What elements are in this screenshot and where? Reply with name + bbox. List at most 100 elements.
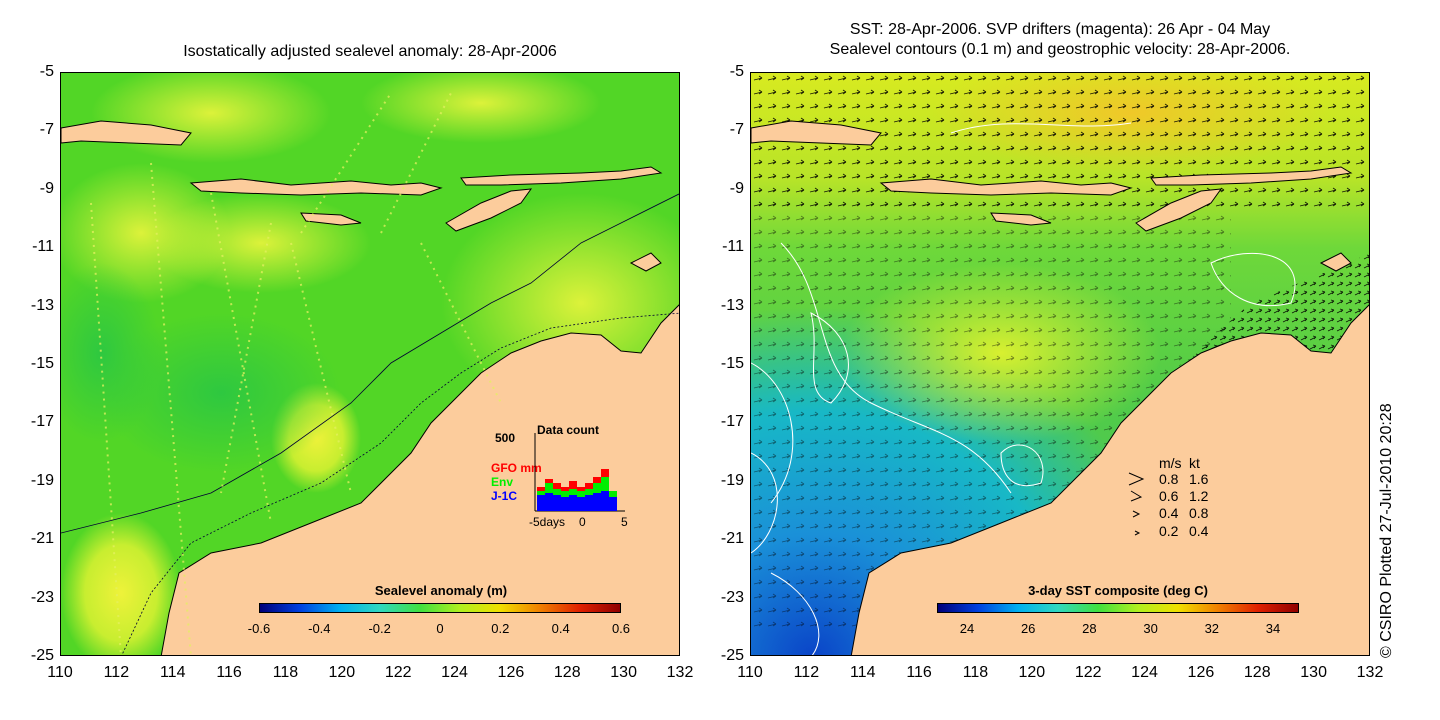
right_panel-x-tick-label: 130 [1300,664,1327,681]
left_panel-y-tick-label: -15 [30,355,54,372]
right_panel.colorbar.labels-label: 24 [959,621,975,636]
left_panel-x-tick-label: 114 [159,664,186,681]
right_panel.colorbar.labels-label: 30 [1143,621,1158,636]
velocity-legend-kt-header: kt [1189,455,1200,471]
left_panel-y-tick-label: -21 [30,530,54,548]
left_panel-y-tick-label: -17 [30,413,54,431]
left_panel.colorbar.labels-label: 0 [436,621,444,636]
right_panel-y-tick-label: -15 [720,355,744,372]
right_panel-x-tick-label: 114 [849,664,876,681]
left_panel-x-tick-label: 116 [216,664,242,681]
velocity-legend-ms-2: 0.4 [1159,505,1179,521]
right_panel-x-tick-label: 132 [1356,664,1384,681]
left_panel.colorbar.labels-label: 0.4 [551,621,570,636]
sst-island-sumbawa [879,178,1133,196]
landmass-australia [160,304,679,655]
left_panel-x-tick-label: 126 [497,664,525,681]
velocity-legend-arrows [1128,472,1145,536]
left_panel-y-tick-label: -7 [39,121,54,139]
island-sumbawa [189,178,443,196]
inset-series-j1c: J-1C [491,489,518,503]
left_panel-x-tick-label: 120 [328,664,356,681]
velocity-legend-ms-1: 0.6 [1159,488,1179,504]
right_panel-y-tick-label: -21 [720,530,744,548]
left_panel.colorbar.labels-label: 0.6 [611,621,631,636]
right_panel-x-tick-label: 116 [906,664,932,681]
sst-island-flores [1150,166,1353,186]
left_panel-y-tick-label: -9 [39,179,54,197]
left_panel-y-tick-label: -23 [30,588,54,606]
velocity-legend-kt-0: 1.6 [1189,471,1209,487]
left_panel-y-tick-label: -13 [30,296,54,314]
right_panel-y-tick-label: -9 [729,179,744,197]
left_panel-x-tick-label: 112 [103,664,130,681]
sst-island-sumba [990,212,1052,226]
sst-colorbar-title: 3-day SST composite (deg C) [1028,583,1208,598]
sla-colorbar-title: Sealevel anomaly (m) [374,583,508,598]
right_panel-x-tick-label: 122 [1074,664,1102,681]
velocity-legend-ms-header: m/s [1159,455,1182,471]
sst-landmass-australia [850,304,1369,655]
sst-colorbar [937,603,1299,613]
right_panel-x-tick-label: 120 [1018,664,1046,681]
right_panel.colorbar.labels-label: 28 [1082,621,1097,636]
sst-map: m/s kt 0.8 1.6 0.6 1.2 0.4 0.8 0.2 0.4 3… [750,72,1370,656]
inset-series-env: Env [491,475,514,489]
right_panel-y-tick-label: -5 [729,63,744,80]
left_panel-x-tick-label: 122 [384,664,412,681]
left_panel-x-tick-label: 110 [47,664,73,681]
right_panel-y-tick-label: -7 [729,121,744,139]
inset-x-label-end: 5 [621,515,628,529]
velocity-legend-ms-0: 0.8 [1159,471,1179,487]
right_panel-x-tick-label: 124 [1131,664,1158,681]
right_panel.colorbar.labels-label: 26 [1020,621,1036,636]
right_panel-y-tick-label: -11 [722,238,744,256]
velocity-legend-kt-3: 0.4 [1189,523,1209,539]
inset-x-label-mid: 0 [579,515,586,529]
right_panel-x-tick-label: 128 [1243,664,1271,681]
sla-colorbar [259,603,621,613]
left_panel-y-tick-label: -25 [30,647,54,664]
left_panel-x-tick-label: 130 [610,664,637,681]
island-flores [460,166,663,186]
left-panel-title: Isostatically adjusted sealevel anomaly:… [183,43,557,60]
left_panel-x-tick-label: 118 [272,664,299,681]
right_panel.colorbar.labels-label: 34 [1265,621,1281,636]
left_panel-x-tick-label: 132 [666,664,694,681]
island-sumba [300,212,362,226]
inset-bars [537,469,617,511]
left_panel-x-tick-label: 128 [553,664,581,681]
island-timor [445,188,533,232]
right_panel-x-tick-label: 110 [737,664,763,681]
sst-island-tanimbar [1319,252,1352,272]
left_panel-x-tick-label: 124 [441,664,468,681]
right_panel-y-tick-label: -23 [720,588,744,606]
sealevel-anomaly-map: 500 Data count GFO mm Env J-1C -5days 0 … [60,72,680,656]
velocity-legend-kt-1: 1.2 [1189,488,1209,504]
right-panel-title-line2: Sealevel contours (0.1 m) and geostrophi… [829,41,1291,58]
right_panel-y-tick-label: -17 [720,413,744,431]
left_panel.colorbar.labels-label: -0.4 [308,621,331,636]
inset-max-label: 500 [495,431,516,445]
right_panel-x-tick-label: 126 [1187,664,1215,681]
sst-island-timor [1135,188,1223,232]
credit-text: © CSIRO Plotted 27-Jul-2010 20:28 [1378,403,1395,658]
island-tanimbar [629,252,662,272]
left_panel.colorbar.labels-label: -0.6 [247,621,271,636]
data-count-inset: 500 Data count GFO mm Env J-1C -5days 0 … [489,421,639,531]
right_panel-y-tick-label: -19 [720,471,744,489]
left_panel.colorbar.labels-label: 0.2 [491,621,510,636]
left_panel-y-tick-label: -11 [32,238,54,256]
sst-island-java [751,120,882,146]
right_panel-y-tick-label: -25 [720,647,744,664]
inset-series-gfo: GFO mm [491,461,542,475]
left_panel-y-tick-label: -5 [39,63,54,80]
right-panel-title-line1: SST: 28-Apr-2006. SVP drifters (magenta)… [849,21,1271,38]
left_panel.colorbar.labels-label: -0.2 [368,621,391,636]
right_panel-y-tick-label: -13 [720,296,744,314]
inset-title: Data count [537,423,600,437]
inset-x-label-start: -5days [529,515,566,529]
velocity-legend-ms-3: 0.2 [1159,523,1179,539]
right_panel.colorbar.labels-label: 32 [1204,621,1220,636]
right_panel-x-tick-label: 118 [962,664,989,681]
